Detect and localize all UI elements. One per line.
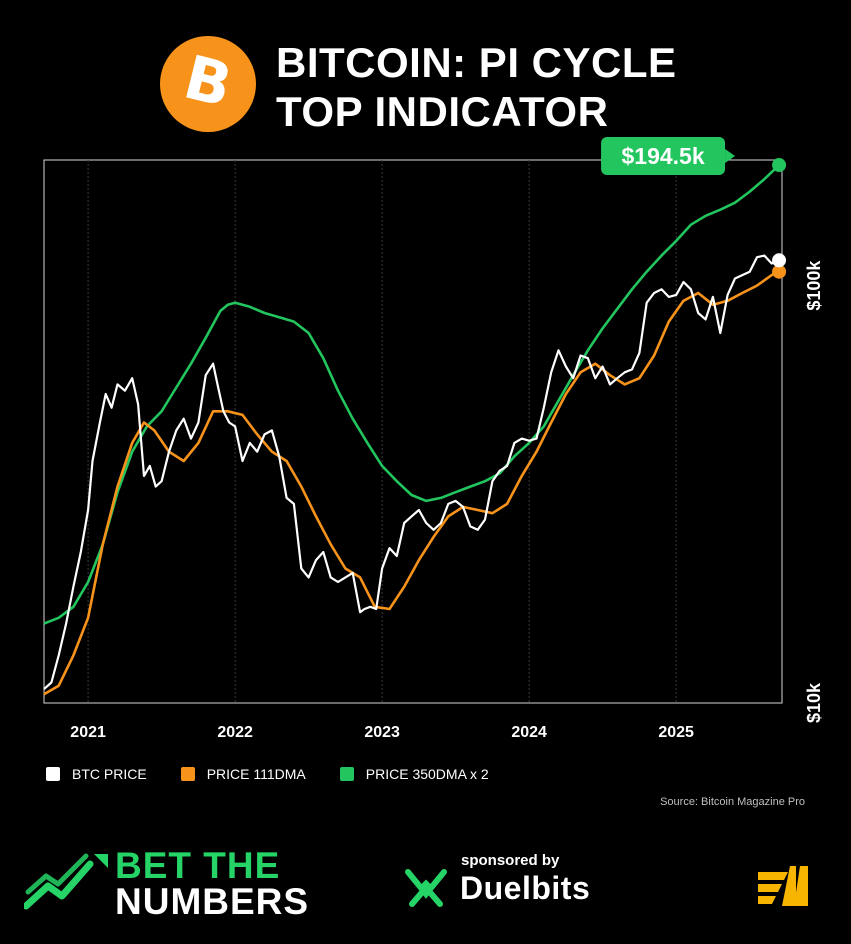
y-tick-label: $100k	[804, 260, 824, 311]
legend-label: PRICE 350DMA x 2	[365, 766, 489, 782]
page-title: BITCOIN: PI CYCLE TOP INDICATOR	[276, 38, 756, 136]
series-line-btc-price	[43, 254, 780, 690]
legend-item: BTC PRICE	[46, 766, 147, 782]
callout-label: $194.5k	[621, 143, 704, 169]
brand-line-2: NUMBERS	[115, 881, 310, 922]
duelbits-logo-icon	[405, 869, 447, 907]
x-tick-label: 2022	[217, 724, 253, 741]
sponsored-by-label: sponsored by	[461, 852, 560, 869]
x-tick-label: 2021	[70, 724, 106, 741]
callout-layer: $194.5k	[601, 137, 736, 176]
corner-brand-logo-icon	[758, 866, 808, 906]
callout-pointer	[725, 149, 736, 164]
series-end-point	[772, 264, 787, 279]
series-line-price-111dma	[43, 270, 780, 696]
legend-swatch	[46, 767, 60, 781]
x-tick-label: 2025	[658, 724, 694, 741]
bet-the-numbers-brand: BET THE NUMBERS	[115, 845, 310, 922]
title-line-1: BITCOIN: PI CYCLE	[276, 39, 677, 86]
y-tick-label: $10k	[804, 682, 824, 723]
sponsor-name: Duelbits	[460, 870, 591, 906]
title-line-2: TOP INDICATOR	[276, 88, 609, 135]
legend: BTC PRICE PRICE 111DMA PRICE 350DMA x 2	[46, 763, 523, 785]
callout-badge	[601, 137, 726, 176]
x-tick-label: 2024	[511, 724, 547, 741]
axis-labels: 2021 2022 2023 2024 2025 $10k $100k	[70, 260, 824, 741]
legend-label: BTC PRICE	[72, 766, 147, 782]
bet-the-numbers-logo-icon	[24, 853, 108, 910]
plot-frame	[43, 159, 783, 704]
series-end-point	[772, 158, 787, 173]
series-layer	[43, 158, 787, 696]
legend-swatch	[180, 767, 195, 781]
series-line-price-350dma-x-2	[43, 164, 780, 625]
x-tick-label: 2023	[364, 724, 400, 741]
header: B BITCOIN: PI CYCLE TOP INDICATOR	[0, 0, 851, 150]
legend-item: PRICE 111DMA	[180, 766, 306, 782]
legend-item: PRICE 350DMA x 2	[339, 766, 489, 782]
source-note: Source: Bitcoin Magazine Pro	[660, 796, 805, 808]
legend-label: PRICE 111DMA	[206, 766, 306, 782]
legend-swatch	[339, 767, 354, 781]
series-end-point	[772, 253, 787, 268]
bitcoin-logo-icon: B	[160, 36, 256, 132]
brand-line-1: BET THE	[115, 845, 281, 886]
